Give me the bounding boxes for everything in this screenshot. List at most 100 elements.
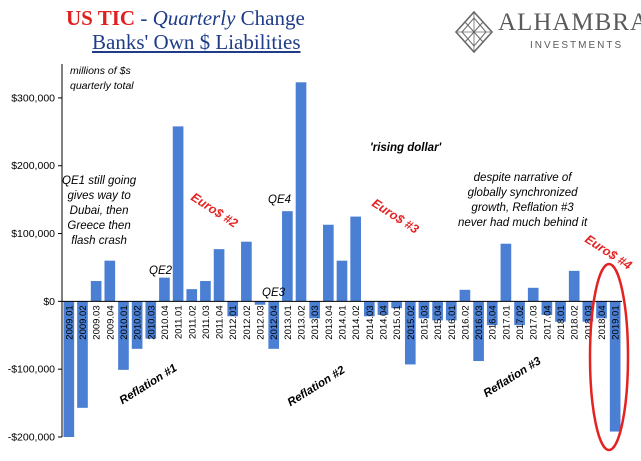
bar-2013.03 bbox=[309, 301, 321, 319]
y-tick-label: -$100,000 bbox=[8, 364, 55, 376]
qe1-line: gives way to bbox=[67, 190, 131, 202]
bar-2010.03 bbox=[145, 301, 157, 339]
x-tick-label: 2014.02 bbox=[351, 305, 362, 339]
alhambra-logo: ALHAMBRA INVESTMENTS bbox=[452, 8, 641, 58]
x-tick-label: 2014.04 bbox=[378, 305, 389, 339]
bar-2010.01 bbox=[118, 301, 129, 370]
narrative-line: globally synchronized bbox=[467, 187, 578, 199]
units-line2: quarterly total bbox=[70, 80, 134, 92]
x-tick-label: 2013.04 bbox=[324, 305, 335, 339]
bar-2017.02 bbox=[514, 301, 525, 326]
x-tick-label: 2013.02 bbox=[297, 305, 308, 339]
bar-2018.03 bbox=[582, 301, 594, 322]
bar-2011.03 bbox=[200, 281, 211, 302]
x-tick-label: 2011.03 bbox=[201, 305, 212, 339]
x-tick-label: 2017.01 bbox=[501, 305, 512, 339]
bar-2016.01 bbox=[445, 301, 457, 321]
qe1-line: QE1 still going bbox=[62, 175, 137, 187]
bar-2014.01 bbox=[336, 260, 348, 302]
x-tick-label: 2014.01 bbox=[338, 305, 349, 339]
x-tick-label: 2010.02 bbox=[133, 305, 144, 339]
qe2-label: QE2 bbox=[149, 265, 173, 277]
x-tick-label: 2011.01 bbox=[174, 305, 185, 339]
bar-2015.03 bbox=[418, 301, 430, 319]
qe3-label: QE3 bbox=[262, 287, 286, 299]
x-tick-label: 2019.01 bbox=[611, 305, 622, 339]
x-tick-label: 2009.02 bbox=[78, 305, 89, 339]
bar-2013.02 bbox=[295, 82, 307, 302]
bars-group bbox=[63, 82, 621, 437]
title-change: Change bbox=[235, 6, 305, 30]
bar-2013.01 bbox=[282, 211, 293, 302]
bar-2009.04 bbox=[104, 260, 116, 302]
x-tick-label: 2018.04 bbox=[597, 305, 608, 339]
bar-2017.01 bbox=[500, 243, 512, 302]
x-tick-label: 2015.03 bbox=[419, 305, 430, 339]
y-tick-label: $200,000 bbox=[11, 160, 55, 172]
x-tick-label: 2010.04 bbox=[160, 305, 171, 339]
axes-group bbox=[61, 64, 622, 437]
x-tick-label: 2013.03 bbox=[310, 305, 321, 339]
bar-2015.01 bbox=[391, 301, 402, 309]
x-labels-group: 2009.01 2009.02 2009.03 2009.04 2010.01 2010.… bbox=[64, 305, 621, 339]
x-tick-label: 2017.02 bbox=[515, 305, 526, 339]
bar-2016.04 bbox=[486, 301, 498, 326]
x-tick-label: 2015.02 bbox=[406, 305, 417, 339]
x-tick-label: 2017.04 bbox=[542, 305, 553, 339]
bar-2010.02 bbox=[131, 301, 143, 349]
narrative-line: never had much behind it bbox=[458, 217, 588, 229]
y-tick-label: $300,000 bbox=[11, 92, 55, 104]
bar-2016.03 bbox=[473, 301, 484, 362]
y-tick-label: -$200,000 bbox=[8, 432, 55, 444]
bar-2011.04 bbox=[213, 249, 225, 302]
x-tick-label: 2018.01 bbox=[556, 305, 567, 339]
x-tick-label: 2012.03 bbox=[256, 305, 267, 339]
chart-title-line2: Banks' Own $ Liabilities bbox=[92, 30, 301, 54]
x-tick-label: 2012.01 bbox=[228, 305, 239, 339]
qe1-line: Dubai, then bbox=[69, 205, 129, 217]
bar-2009.02 bbox=[77, 301, 88, 408]
bar-2012.02 bbox=[241, 241, 252, 302]
bar-2018.02 bbox=[568, 270, 580, 302]
units-note: millions of $s quarterly total bbox=[70, 64, 134, 94]
chart-title-line1: US TIC - Quarterly Change bbox=[66, 6, 305, 31]
euro4-highlight-ellipse bbox=[588, 262, 630, 452]
x-tick-label: 2010.01 bbox=[119, 305, 130, 339]
logo-name: ALHAMBRA bbox=[498, 9, 641, 36]
units-line1: millions of $s bbox=[70, 65, 131, 77]
qe1-line: flash crash bbox=[71, 235, 127, 247]
rising-dollar-label: 'rising dollar' bbox=[370, 142, 442, 154]
title-quarterly: Quarterly bbox=[152, 6, 236, 30]
bar-2014.04 bbox=[377, 301, 389, 315]
bar-2019.01 bbox=[609, 301, 621, 432]
qe1-line: Greece then bbox=[67, 220, 131, 232]
bar-2012.01 bbox=[227, 301, 239, 317]
y-tick-label: $0 bbox=[43, 296, 55, 308]
bar-2011.01 bbox=[172, 126, 184, 302]
x-tick-label: 2016.01 bbox=[447, 305, 458, 339]
x-tick-label: 2015.04 bbox=[433, 305, 444, 339]
bar-2013.04 bbox=[323, 224, 334, 302]
bar-2016.02 bbox=[459, 289, 471, 302]
bar-2009.01 bbox=[63, 301, 75, 437]
x-tick-label: 2011.04 bbox=[215, 305, 226, 339]
narrative-line: growth, Reflation #3 bbox=[471, 202, 574, 214]
bar-2017.03 bbox=[527, 287, 539, 302]
bar-2014.02 bbox=[350, 216, 361, 302]
bar-2009.03 bbox=[90, 281, 102, 302]
bar-2012.03 bbox=[254, 301, 266, 305]
bar-2018.01 bbox=[555, 301, 566, 322]
bar-2010.04 bbox=[159, 277, 170, 302]
x-tick-label: 2016.03 bbox=[474, 305, 485, 339]
x-tick-label: 2013.01 bbox=[283, 305, 294, 339]
bar-2017.04 bbox=[541, 301, 553, 315]
x-tick-label: 2009.03 bbox=[92, 305, 103, 339]
bar-2018.04 bbox=[596, 301, 607, 319]
title-us-tic: US TIC bbox=[66, 6, 136, 30]
x-tick-label: 2017.03 bbox=[529, 305, 540, 339]
x-tick-label: 2009.04 bbox=[105, 305, 116, 339]
bar-2011.02 bbox=[186, 289, 198, 302]
bar-2015.04 bbox=[432, 301, 443, 321]
x-tick-label: 2011.02 bbox=[187, 305, 198, 339]
